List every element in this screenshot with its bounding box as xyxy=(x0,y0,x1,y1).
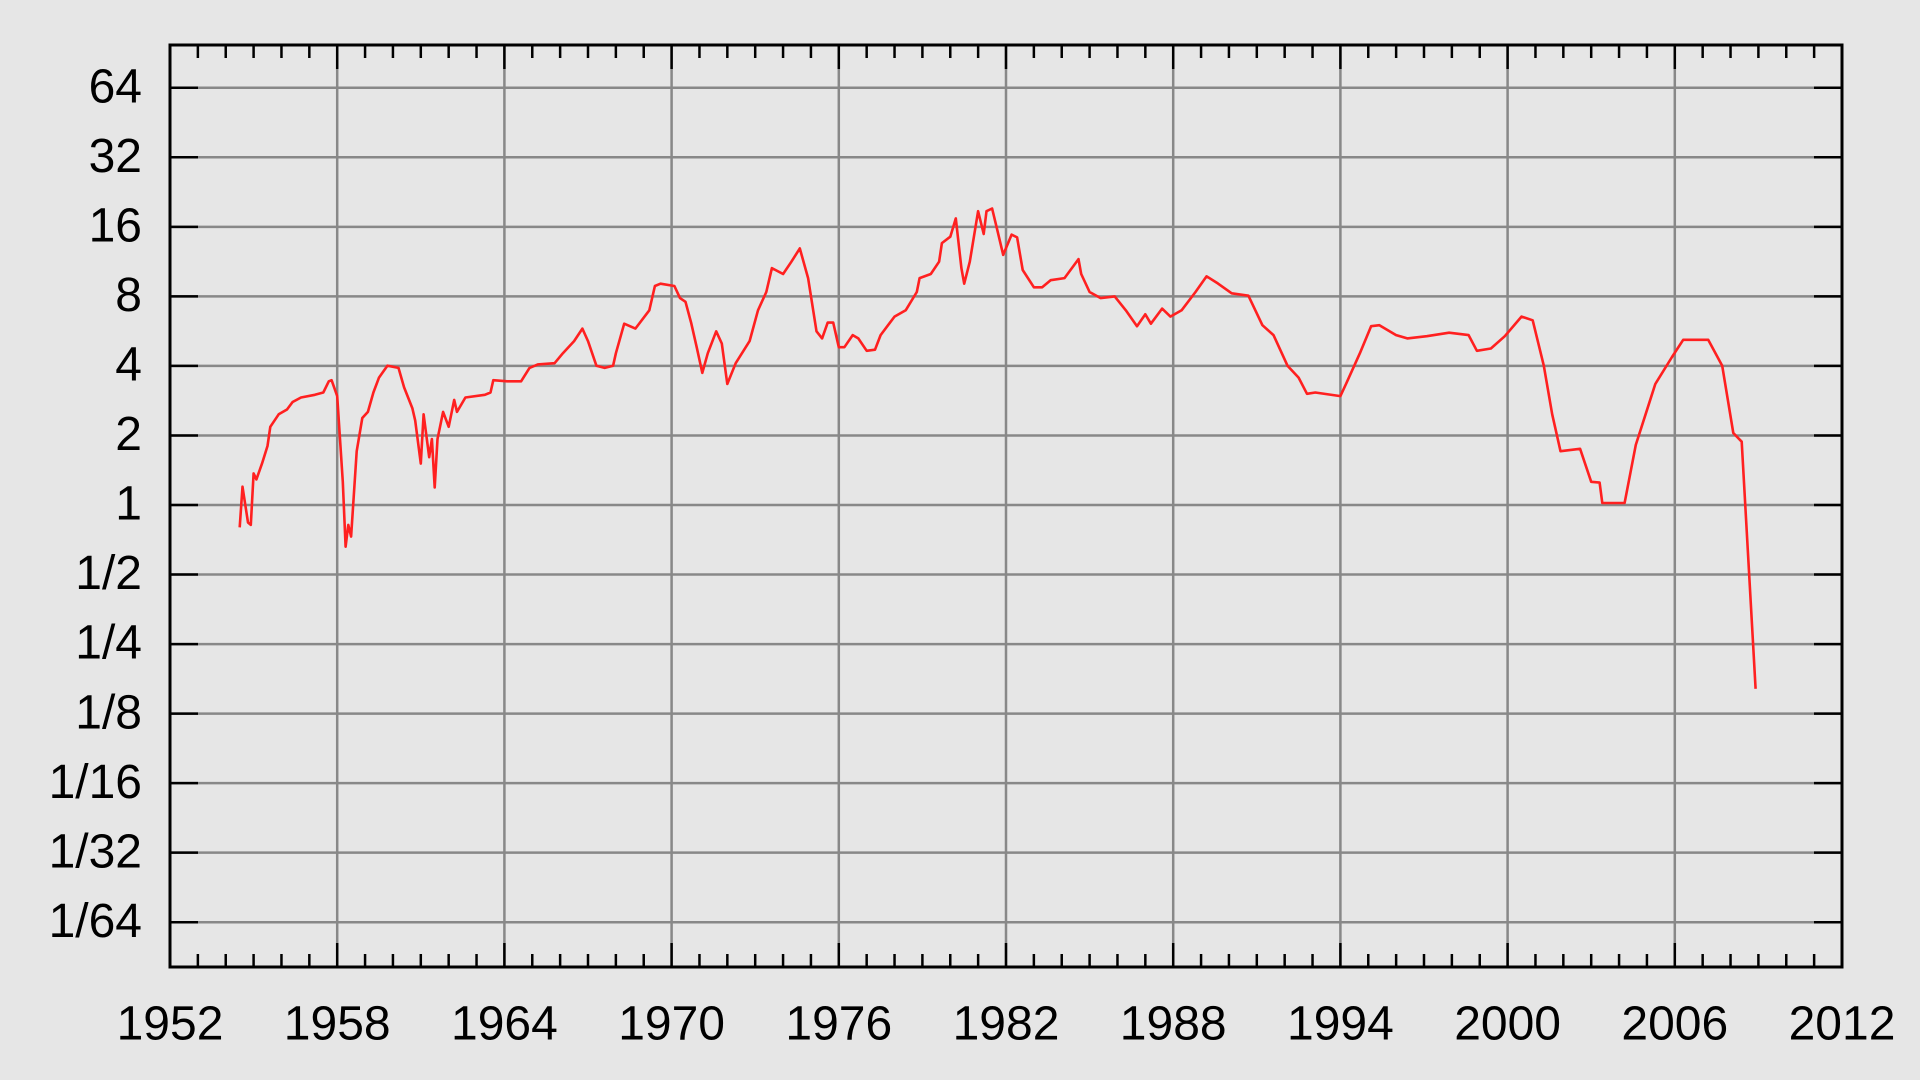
y-tick-label: 4 xyxy=(115,339,142,392)
y-tick-label: 2 xyxy=(115,408,142,461)
x-tick-label: 1994 xyxy=(1287,998,1394,1051)
y-tick-label: 1/8 xyxy=(75,686,142,739)
y-tick-label: 1/4 xyxy=(75,617,142,670)
y-tick-label: 1/16 xyxy=(49,756,142,809)
x-tick-label: 2000 xyxy=(1454,998,1561,1051)
y-tick-label: 8 xyxy=(115,269,142,322)
y-tick-label: 32 xyxy=(89,130,142,183)
x-tick-label: 1976 xyxy=(785,998,892,1051)
y-tick-label: 64 xyxy=(89,60,142,113)
plot-frame xyxy=(168,43,1844,969)
x-tick-label: 1970 xyxy=(618,998,725,1051)
line xyxy=(238,207,1757,689)
x-tick-label: 1982 xyxy=(953,998,1060,1051)
y-tick-label: 1/64 xyxy=(49,895,142,948)
y-tick-label: 1 xyxy=(115,478,142,531)
y-tick-label: 1/32 xyxy=(49,825,142,878)
y-tick-label: 1/2 xyxy=(75,547,142,600)
x-tick-label: 1988 xyxy=(1120,998,1227,1051)
x-tick-label: 2006 xyxy=(1621,998,1728,1051)
y-tick-label: 16 xyxy=(89,199,142,252)
x-tick-label: 1964 xyxy=(451,998,558,1051)
x-tick-label: 2012 xyxy=(1789,998,1896,1051)
x-tick-label: 1958 xyxy=(284,998,391,1051)
x-tick-label: 1952 xyxy=(117,998,224,1051)
